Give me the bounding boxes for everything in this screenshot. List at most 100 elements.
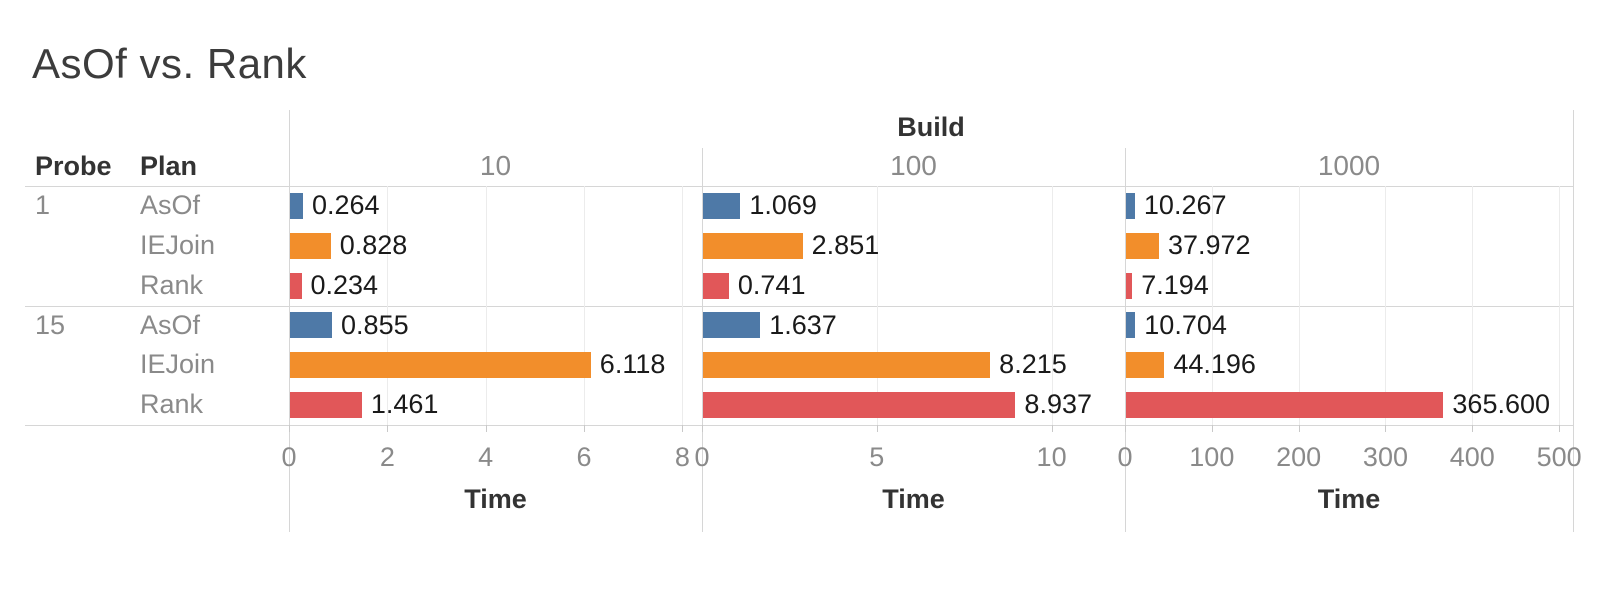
tick-mark bbox=[1385, 425, 1387, 432]
tick-label: 0 bbox=[281, 442, 297, 472]
bar-rank[interactable] bbox=[703, 392, 1016, 419]
bar-value-label: 1.637 bbox=[769, 309, 837, 340]
bar-value-label: 7.194 bbox=[1141, 269, 1209, 300]
tick-mark bbox=[682, 425, 684, 432]
gridline bbox=[1559, 186, 1561, 425]
gridline bbox=[876, 186, 878, 425]
bar-value-label: 10.704 bbox=[1144, 309, 1227, 340]
gridline bbox=[1298, 186, 1300, 425]
chart-title: AsOf vs. Rank bbox=[32, 40, 307, 87]
bar-value-label: 0.741 bbox=[737, 269, 806, 300]
bar-value-label: 0.855 bbox=[341, 309, 409, 340]
tick-label: 4 bbox=[478, 442, 494, 472]
bar-value-label: 1.069 bbox=[749, 190, 817, 220]
bar-asof[interactable] bbox=[1126, 312, 1136, 339]
tick-mark bbox=[1298, 425, 1300, 432]
time-axis-title: Time bbox=[882, 484, 945, 514]
time-axis-title: Time bbox=[1317, 484, 1381, 514]
gridline bbox=[485, 186, 487, 425]
bar-value-label: 8.215 bbox=[999, 349, 1067, 380]
col-header-build-100: 100 bbox=[890, 150, 937, 181]
group-separator-line bbox=[25, 305, 1573, 307]
bar-value-label: 1.461 bbox=[370, 389, 439, 420]
plan-label: IEJoin bbox=[140, 349, 216, 380]
bar-value-label: 44.196 bbox=[1173, 349, 1256, 380]
plan-label: AsOf bbox=[140, 190, 201, 220]
bar-value-label: 0.264 bbox=[311, 190, 380, 220]
probe-label: 15 bbox=[35, 309, 66, 340]
tick-mark bbox=[387, 425, 389, 432]
tick-mark bbox=[1559, 425, 1561, 432]
time-axis-title: Time bbox=[464, 484, 527, 514]
tick-label: 100 bbox=[1189, 442, 1235, 472]
tick-mark bbox=[485, 425, 487, 432]
bar-iejoin[interactable] bbox=[703, 352, 991, 379]
tick-label: 200 bbox=[1276, 442, 1322, 472]
gridline bbox=[1051, 186, 1053, 425]
tick-label: 0 bbox=[1117, 442, 1133, 472]
tick-label: 5 bbox=[869, 442, 885, 472]
tick-label: 300 bbox=[1362, 442, 1408, 472]
tick-mark bbox=[1472, 425, 1474, 432]
row-field-plan-label: Plan bbox=[140, 151, 198, 181]
gridline bbox=[387, 186, 389, 425]
bar-asof[interactable] bbox=[703, 312, 761, 339]
tick-mark bbox=[584, 425, 585, 432]
bar-rank[interactable] bbox=[290, 392, 362, 419]
row-field-probe-label: Probe bbox=[35, 151, 112, 181]
bar-iejoin[interactable] bbox=[290, 232, 331, 259]
bar-asof[interactable] bbox=[1126, 192, 1135, 219]
bar-rank[interactable] bbox=[1126, 392, 1444, 419]
panel-divider bbox=[1573, 110, 1574, 532]
bar-value-label: 365.600 bbox=[1452, 389, 1551, 420]
gridline bbox=[1385, 186, 1387, 425]
bar-asof[interactable] bbox=[290, 192, 303, 219]
tick-mark bbox=[1051, 425, 1053, 432]
bar-value-label: 0.828 bbox=[339, 229, 408, 260]
bar-asof[interactable] bbox=[290, 312, 333, 339]
gridline bbox=[1472, 186, 1474, 425]
panel-divider bbox=[289, 110, 290, 532]
bar-value-label: 6.118 bbox=[599, 349, 666, 380]
bar-rank[interactable] bbox=[290, 272, 302, 299]
bar-iejoin[interactable] bbox=[290, 352, 591, 379]
bar-iejoin[interactable] bbox=[703, 232, 803, 259]
plan-label: IEJoin bbox=[140, 229, 216, 260]
tick-mark bbox=[702, 425, 703, 432]
tick-label: 8 bbox=[674, 442, 690, 472]
gridline bbox=[1211, 186, 1213, 425]
col-header-build-10: 10 bbox=[479, 150, 512, 181]
bar-rank[interactable] bbox=[703, 272, 729, 299]
bar-value-label: 37.972 bbox=[1167, 229, 1251, 260]
col-header-build-1000: 1000 bbox=[1317, 150, 1381, 181]
tick-mark bbox=[876, 425, 878, 432]
panel-divider bbox=[702, 148, 703, 532]
bar-value-label: 2.851 bbox=[811, 229, 880, 260]
plan-label: AsOf bbox=[140, 309, 201, 340]
tick-label: 500 bbox=[1536, 442, 1582, 472]
tick-label: 400 bbox=[1449, 442, 1495, 472]
bar-value-label: 8.937 bbox=[1024, 389, 1092, 420]
tick-label: 0 bbox=[694, 442, 710, 472]
gridline bbox=[584, 186, 585, 425]
bar-iejoin[interactable] bbox=[1126, 352, 1165, 379]
bar-asof[interactable] bbox=[703, 192, 741, 219]
header-bottom-line bbox=[25, 186, 1573, 187]
tick-label: 2 bbox=[379, 442, 395, 472]
tick-label: 6 bbox=[576, 442, 592, 472]
tick-mark bbox=[289, 425, 290, 432]
axis-line bbox=[25, 425, 1573, 426]
tick-mark bbox=[1211, 425, 1213, 432]
tick-label: 10 bbox=[1036, 442, 1067, 472]
bar-value-label: 0.234 bbox=[310, 269, 379, 300]
tick-mark bbox=[1125, 425, 1126, 432]
panel-divider bbox=[1125, 148, 1126, 532]
probe-label: 1 bbox=[35, 190, 51, 220]
bar-value-label: 10.267 bbox=[1143, 190, 1227, 220]
plan-label: Rank bbox=[140, 269, 204, 300]
plan-label: Rank bbox=[140, 389, 204, 420]
bar-rank[interactable] bbox=[1126, 272, 1133, 299]
gridline bbox=[682, 186, 684, 425]
bar-iejoin[interactable] bbox=[1126, 232, 1159, 259]
